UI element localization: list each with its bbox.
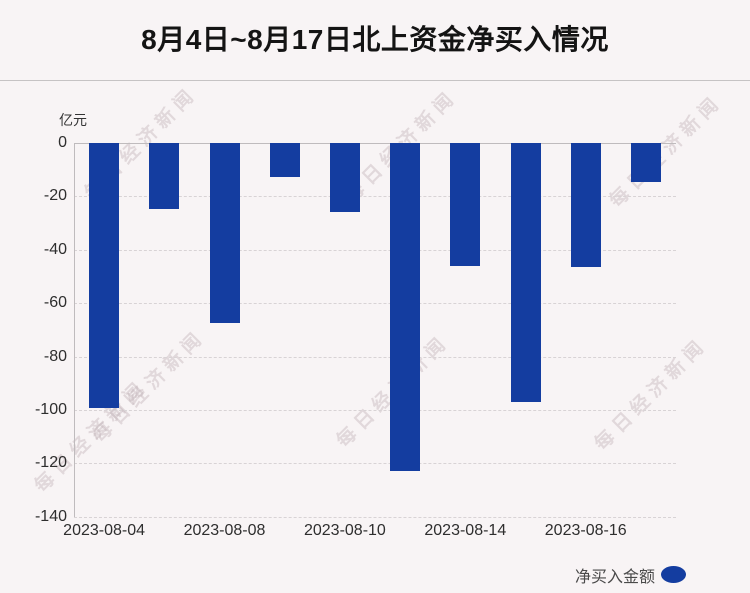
x-tick-label: 2023-08-10 (303, 522, 386, 539)
bar (450, 143, 481, 266)
bar (149, 143, 180, 209)
y-tick-label: -80 (43, 347, 67, 365)
legend: 净买入金额 (574, 565, 686, 586)
y-tick-label: -100 (34, 400, 67, 418)
y-gridline (74, 516, 676, 518)
bar (570, 143, 601, 267)
chart-title: 8月4日~8月17日北上资金净买入情况 (141, 24, 609, 55)
legend-label: 净买入金额 (574, 568, 655, 586)
x-tick-label: 2023-08-16 (544, 522, 627, 539)
y-tick-label: -140 (34, 507, 67, 525)
y-axis-line (74, 143, 75, 517)
bar (209, 143, 240, 323)
y-tick-label: -120 (34, 454, 67, 472)
x-tick-label: 2023-08-14 (424, 522, 507, 539)
x-axis-zero-line (74, 143, 676, 144)
x-tick-label: 2023-08-04 (63, 522, 146, 539)
bar (89, 143, 120, 409)
bar (390, 143, 421, 472)
y-axis-unit-label: 亿元 (59, 112, 87, 128)
y-gridline (74, 196, 676, 198)
y-tick-label: 0 (58, 134, 67, 151)
y-gridline (74, 356, 676, 358)
y-tick-label: -20 (43, 187, 67, 205)
x-tick-label: 2023-08-08 (183, 522, 266, 539)
y-gridline (74, 303, 676, 305)
legend-marker-icon (661, 566, 686, 583)
y-gridline (74, 249, 676, 251)
y-tick-label: -60 (43, 294, 67, 312)
y-tick-label: -40 (43, 240, 67, 258)
bar (329, 143, 360, 212)
title-divider (0, 80, 750, 81)
bar (269, 143, 300, 178)
bar (630, 143, 661, 183)
y-gridline (74, 463, 676, 465)
bar (510, 143, 541, 403)
y-gridline (74, 409, 676, 411)
